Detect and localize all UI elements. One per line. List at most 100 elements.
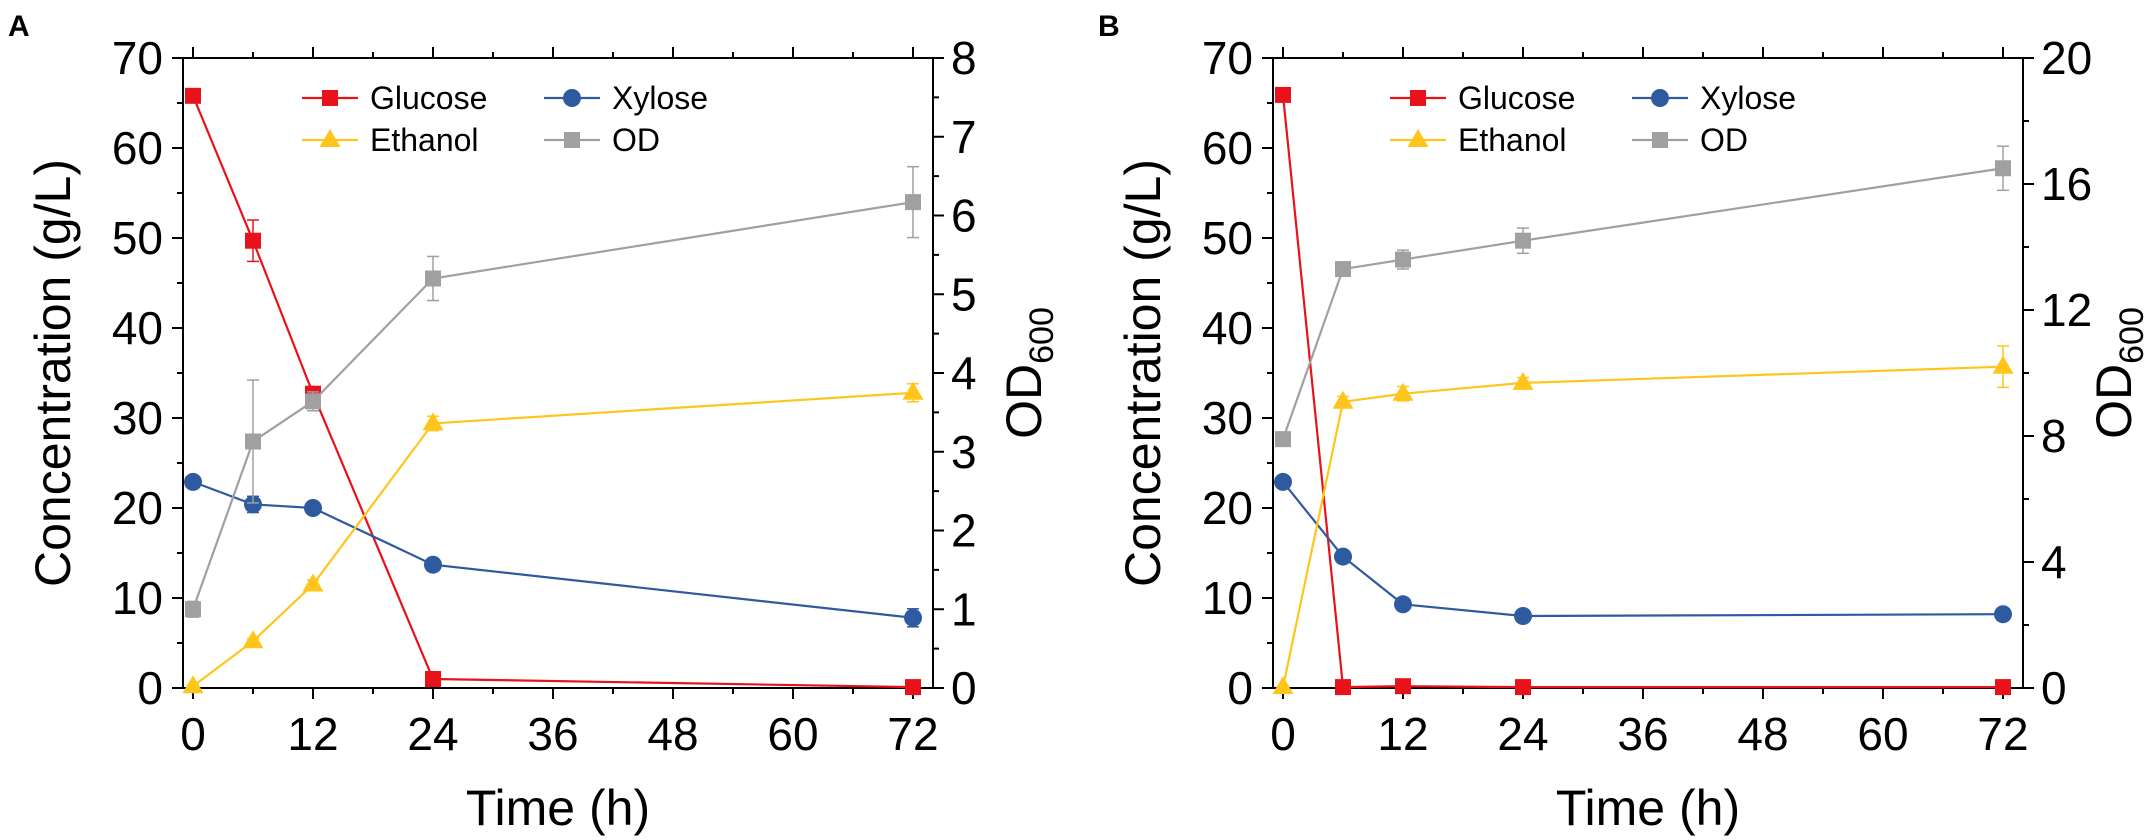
data-point [1334, 547, 1352, 566]
data-point [244, 495, 262, 514]
legend-label: Glucose [1458, 80, 1575, 116]
legend-label: OD [1700, 122, 1748, 158]
x-tick-label: 48 [647, 708, 698, 760]
data-point [422, 412, 444, 431]
x-tick-label: 0 [180, 708, 206, 760]
y2-axis-title-base: OD [2086, 364, 2142, 439]
y-tick-label: 60 [1202, 122, 1253, 174]
y2-tick-label: 0 [2041, 662, 2067, 714]
legend-item-ethanol: Ethanol [302, 122, 479, 158]
x-tick-label: 12 [287, 708, 338, 760]
y-tick-label: 70 [1202, 32, 1253, 84]
y2-tick-label: 20 [2041, 32, 2092, 84]
y-tick-label: 20 [1202, 482, 1253, 534]
y2-tick-label: 8 [951, 32, 977, 84]
data-point [1335, 261, 1351, 278]
y2-tick-label: 16 [2041, 158, 2092, 210]
legend-marker [319, 129, 341, 147]
data-point [1392, 382, 1414, 401]
legend-label: OD [612, 122, 660, 158]
x-tick-label: 72 [887, 708, 938, 760]
data-point [185, 601, 201, 618]
legend-item-glucose: Glucose [1390, 80, 1575, 116]
chart-panel-b: B0 12 24 36 48 60 72010203040506070048121620Ti… [1098, 10, 2149, 836]
legend-marker [322, 90, 338, 106]
panel-label: A [8, 10, 30, 43]
data-point [1515, 679, 1531, 696]
legend-item-xylose: Xylose [544, 80, 708, 116]
y2-axis-title-subscript: 600 [2113, 307, 2149, 364]
series-line [191, 95, 914, 689]
series-ethanol [182, 381, 924, 694]
data-point [1272, 676, 1294, 695]
y-tick-label: 20 [112, 482, 163, 534]
x-tick-label: 60 [767, 708, 818, 760]
y-tick-label: 70 [112, 32, 163, 84]
series-ethanol [1272, 345, 2014, 695]
x-axis-title: Time (h) [1556, 780, 1740, 836]
legend-item-od: OD [544, 122, 660, 158]
data-point [182, 675, 204, 694]
plot-frame [1272, 57, 2024, 689]
data-point [304, 499, 322, 517]
data-point [184, 472, 202, 491]
legend-label: Xylose [1700, 80, 1796, 116]
y2-tick-label: 4 [951, 347, 977, 399]
y-axis-title: Concentration (g/L) [1115, 159, 1171, 587]
data-point [902, 381, 924, 400]
x-tick-label: 0 [1270, 708, 1296, 760]
legend-item-xylose: Xylose [1632, 80, 1796, 116]
data-point [1515, 232, 1531, 249]
legend-item-od: OD [1632, 122, 1748, 158]
legend-marker [563, 89, 581, 107]
y-tick-label: 10 [112, 572, 163, 624]
legend-marker [1407, 129, 1429, 147]
y2-axis-title: OD600 [996, 307, 1061, 439]
y-tick-label: 50 [1202, 212, 1253, 264]
x-tick-label: 48 [1737, 708, 1788, 760]
data-point [305, 393, 321, 410]
data-point [424, 555, 442, 574]
legend-item-glucose: Glucose [302, 80, 487, 116]
data-point [1994, 605, 2012, 624]
data-point [1332, 390, 1354, 409]
data-point [905, 194, 921, 211]
y2-tick-label: 0 [951, 662, 977, 714]
series-line [1281, 365, 2004, 688]
y-tick-label: 30 [1202, 392, 1253, 444]
data-point [905, 679, 921, 696]
data-point [242, 630, 264, 649]
y-tick-label: 50 [112, 212, 163, 264]
y2-tick-label: 4 [2041, 536, 2067, 588]
data-point [904, 608, 922, 627]
y2-axis-title-base: OD [996, 364, 1052, 439]
series-line [192, 391, 914, 688]
series-xylose [184, 472, 922, 628]
legend-label: Ethanol [370, 122, 479, 158]
data-point [302, 573, 324, 592]
series-xylose [1274, 472, 2012, 625]
legend-label: Xylose [612, 80, 708, 116]
series-line [192, 480, 914, 619]
y2-tick-label: 5 [951, 268, 977, 320]
y2-tick-label: 2 [951, 505, 977, 557]
x-tick-label: 36 [527, 708, 578, 760]
x-tick-label: 24 [407, 708, 458, 760]
legend-marker [564, 132, 580, 148]
data-point [245, 433, 261, 450]
legend-item-ethanol: Ethanol [1390, 122, 1567, 158]
y-tick-label: 10 [1202, 572, 1253, 624]
data-point [425, 671, 441, 687]
x-tick-label: 72 [1977, 708, 2028, 760]
y-tick-label: 30 [112, 392, 163, 444]
y-tick-label: 40 [112, 302, 163, 354]
y2-tick-label: 1 [951, 583, 977, 635]
legend-label: Ethanol [1458, 122, 1567, 158]
data-point [1335, 679, 1351, 696]
data-point [245, 232, 261, 249]
legend-label: Glucose [370, 80, 487, 116]
y2-tick-label: 8 [2041, 410, 2067, 462]
y2-axis-title-subscript: 600 [1023, 307, 1061, 364]
panel-label: B [1098, 10, 1120, 43]
